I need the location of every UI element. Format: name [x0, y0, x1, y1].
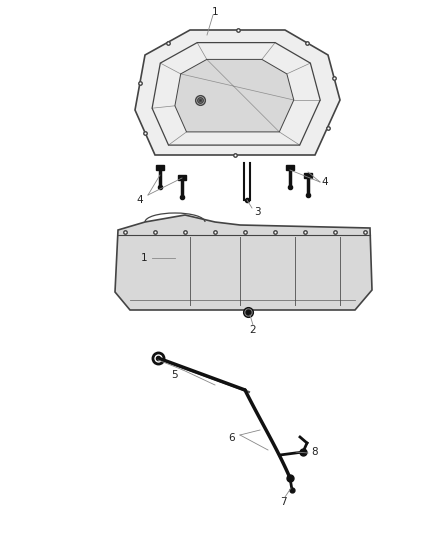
- Polygon shape: [115, 215, 372, 310]
- Text: 4: 4: [321, 177, 328, 187]
- Bar: [304, 173, 312, 178]
- Polygon shape: [135, 30, 340, 155]
- Bar: [286, 165, 294, 170]
- Text: 8: 8: [312, 447, 318, 457]
- Text: 2: 2: [250, 325, 256, 335]
- Polygon shape: [175, 59, 294, 132]
- Text: 4: 4: [137, 195, 143, 205]
- Bar: [178, 175, 186, 180]
- Text: 7: 7: [280, 497, 286, 507]
- Text: 1: 1: [141, 253, 147, 263]
- Text: 5: 5: [172, 370, 178, 380]
- Text: 3: 3: [254, 207, 260, 217]
- Text: 6: 6: [229, 433, 235, 443]
- Bar: [156, 165, 164, 170]
- Text: 1: 1: [212, 7, 218, 17]
